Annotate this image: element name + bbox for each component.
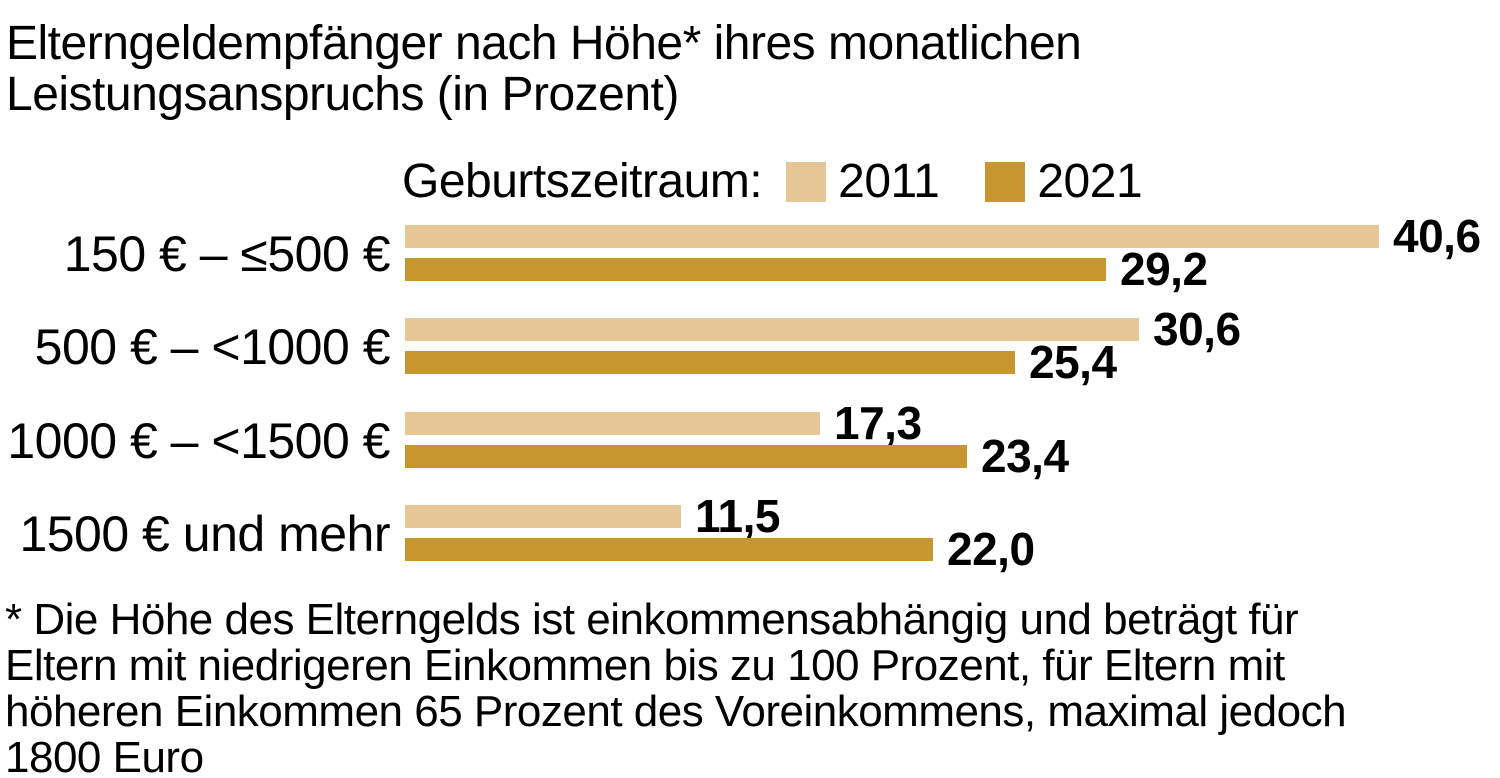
value-label-2011-3: 11,5 xyxy=(695,490,781,542)
bar-2011-0 xyxy=(405,225,1379,248)
footnote: * Die Höhe des Elterngelds ist einkommen… xyxy=(5,595,1347,778)
bar-2011-3 xyxy=(405,505,681,528)
value-label-2021-1: 25,4 xyxy=(1029,336,1117,388)
value-label-2011-1: 30,6 xyxy=(1153,303,1241,355)
category-label-0: 150 € – ≤500 € xyxy=(63,226,391,282)
bar-2021-2 xyxy=(405,445,967,468)
value-label-2021-0: 29,2 xyxy=(1120,243,1208,295)
legend-swatch-2011 xyxy=(786,162,827,202)
category-label-1: 500 € – <1000 € xyxy=(34,319,391,375)
category-label-3: 1500 € und mehr xyxy=(19,506,390,562)
value-label-2011-2: 17,3 xyxy=(834,397,922,449)
bar-2011-1 xyxy=(405,318,1139,341)
legend-swatch-2021 xyxy=(985,162,1026,202)
legend-title: Geburtszeitraum: xyxy=(402,155,763,208)
legend-item-2021: 2021 xyxy=(1037,155,1143,208)
category-label-2: 1000 € – <1500 € xyxy=(7,413,390,469)
value-label-2021-3: 22,0 xyxy=(947,523,1035,575)
value-label-2011-0: 40,6 xyxy=(1393,210,1481,262)
legend-item-2011: 2011 xyxy=(838,155,940,208)
bar-2021-0 xyxy=(405,258,1106,281)
chart-title: Elterngeldempfänger nach Höhe* ihres mon… xyxy=(6,17,1082,121)
bar-2011-2 xyxy=(405,412,820,435)
legend: Geburtszeitraum: 2011 2021 xyxy=(402,155,1143,208)
bar-2021-1 xyxy=(405,351,1015,374)
bar-2021-3 xyxy=(405,538,933,561)
bar-chart: 150 € – ≤500 € 40,6 29,2 500 € – <1000 € 30,… xyxy=(0,213,1500,598)
value-label-2021-2: 23,4 xyxy=(981,430,1069,482)
